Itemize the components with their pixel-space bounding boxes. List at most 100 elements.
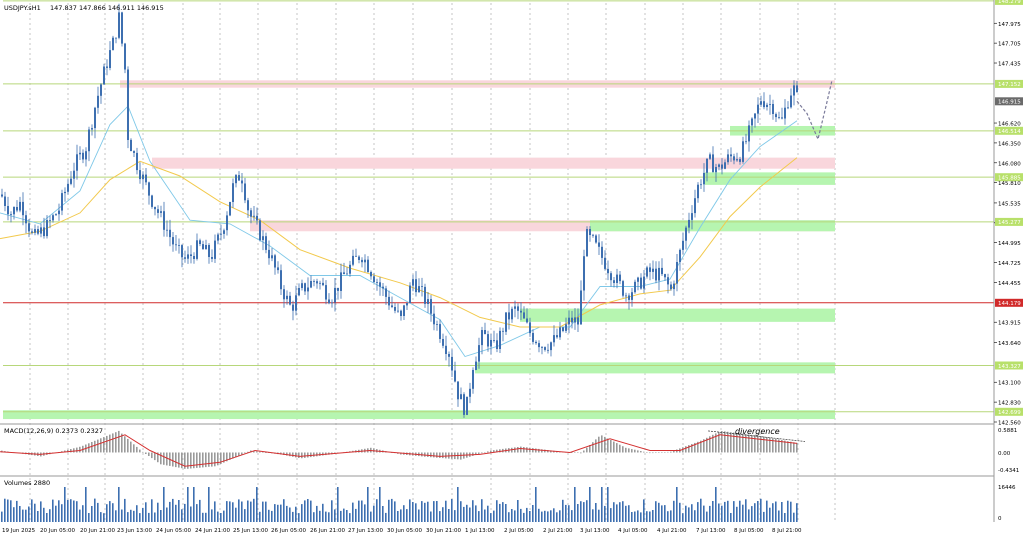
candle-body xyxy=(94,107,96,129)
candle-body xyxy=(382,286,384,289)
macd-histogram-bar xyxy=(154,452,156,461)
candle-body xyxy=(736,159,738,161)
volume-bar xyxy=(679,502,681,522)
macd-histogram-bar xyxy=(544,449,546,453)
macd-histogram-bar xyxy=(472,452,474,456)
candle-body xyxy=(142,174,144,180)
candle-body xyxy=(451,356,453,371)
candle-body xyxy=(28,223,30,232)
volume-bar xyxy=(367,487,369,522)
volume-bar xyxy=(163,487,165,522)
macd-histogram-bar xyxy=(700,440,702,453)
macd-histogram-bar xyxy=(283,452,285,455)
candle-body xyxy=(328,299,330,304)
candle-body xyxy=(580,290,582,325)
macd-histogram-bar xyxy=(430,452,432,458)
volume-bar xyxy=(448,509,450,522)
macd-histogram-bar xyxy=(526,447,528,453)
macd-histogram-bar xyxy=(763,436,765,453)
volume-bar xyxy=(661,505,663,522)
macd-histogram-bar xyxy=(589,445,591,453)
volume-bar xyxy=(775,501,777,522)
volume-bar xyxy=(652,510,654,522)
candle-body xyxy=(613,280,615,283)
candle-body xyxy=(793,85,795,96)
volume-bar xyxy=(328,512,330,522)
volume-bar xyxy=(766,500,768,522)
volume-bar xyxy=(469,507,471,522)
macd-histogram-bar xyxy=(307,452,309,458)
level-label-bg xyxy=(995,217,1023,226)
candle-body xyxy=(475,361,477,370)
macd-histogram-bar xyxy=(319,452,321,456)
candle-body xyxy=(121,12,123,44)
candle-body xyxy=(625,295,627,297)
candle-body xyxy=(172,237,174,245)
macd-histogram-bar xyxy=(595,439,597,453)
volume-bar xyxy=(79,509,81,522)
candle-body xyxy=(520,310,522,313)
macd-histogram-bar xyxy=(103,437,105,453)
candle-body xyxy=(385,288,387,297)
time-tick-label: 24 Jun 21:00 xyxy=(195,528,230,534)
candle-body xyxy=(358,256,360,260)
volume-bar xyxy=(109,501,111,522)
candle-body xyxy=(622,281,624,296)
level-label-bg xyxy=(995,126,1023,135)
candle-body xyxy=(103,66,105,85)
macd-histogram-bar xyxy=(748,434,750,453)
macd-histogram-bar xyxy=(487,451,489,453)
volume-bar xyxy=(346,510,348,522)
candle-body xyxy=(34,229,36,233)
candle-body xyxy=(91,128,93,130)
macd-histogram-bar xyxy=(187,452,189,469)
candle-body xyxy=(496,340,498,349)
volume-bar xyxy=(757,501,759,522)
candle-body xyxy=(88,129,90,152)
volume-bar xyxy=(745,499,747,522)
candle-body xyxy=(430,299,432,314)
macd-histogram-bar xyxy=(301,452,303,459)
candle-body xyxy=(79,152,81,155)
macd-histogram-bar xyxy=(241,452,243,455)
candle-body xyxy=(379,282,381,287)
volume-bar xyxy=(211,509,213,522)
volume-bar xyxy=(466,504,468,522)
volume-bar xyxy=(667,511,669,522)
macd-histogram-bar xyxy=(517,447,519,453)
volume-bar xyxy=(307,499,309,522)
volume-bar xyxy=(751,506,753,522)
macd-histogram-bar xyxy=(541,449,543,453)
candle-body xyxy=(754,113,756,119)
volume-bar xyxy=(379,487,381,522)
time-tick-label: 4 Jul 21:00 xyxy=(657,528,687,534)
candle-body xyxy=(112,37,114,51)
candle-body xyxy=(700,184,702,186)
candle-body xyxy=(349,264,351,274)
volume-bar xyxy=(157,502,159,522)
candle-body xyxy=(235,175,237,184)
candle-body xyxy=(373,276,375,282)
support-zone xyxy=(3,410,835,420)
volume-bar xyxy=(553,508,555,522)
macd-histogram-bar xyxy=(76,447,78,453)
macd-histogram-bar xyxy=(715,433,717,453)
volume-bar xyxy=(610,508,612,522)
candle-body xyxy=(583,256,585,291)
volume-bar xyxy=(397,511,399,522)
macd-histogram-bar xyxy=(124,436,126,453)
macd-histogram-bar xyxy=(772,438,774,453)
volume-bar xyxy=(361,500,363,522)
candle-body xyxy=(763,101,765,108)
volume-bar xyxy=(313,512,315,522)
macd-histogram-bar xyxy=(118,430,120,453)
volume-bar xyxy=(331,500,333,522)
volume-bar xyxy=(454,510,456,522)
volume-bar xyxy=(1,511,3,522)
volume-bar xyxy=(244,509,246,522)
candle-body xyxy=(280,270,282,290)
level-label: 147.152 xyxy=(998,82,1021,88)
volume-bar xyxy=(73,500,75,522)
volume-bar xyxy=(484,509,486,522)
